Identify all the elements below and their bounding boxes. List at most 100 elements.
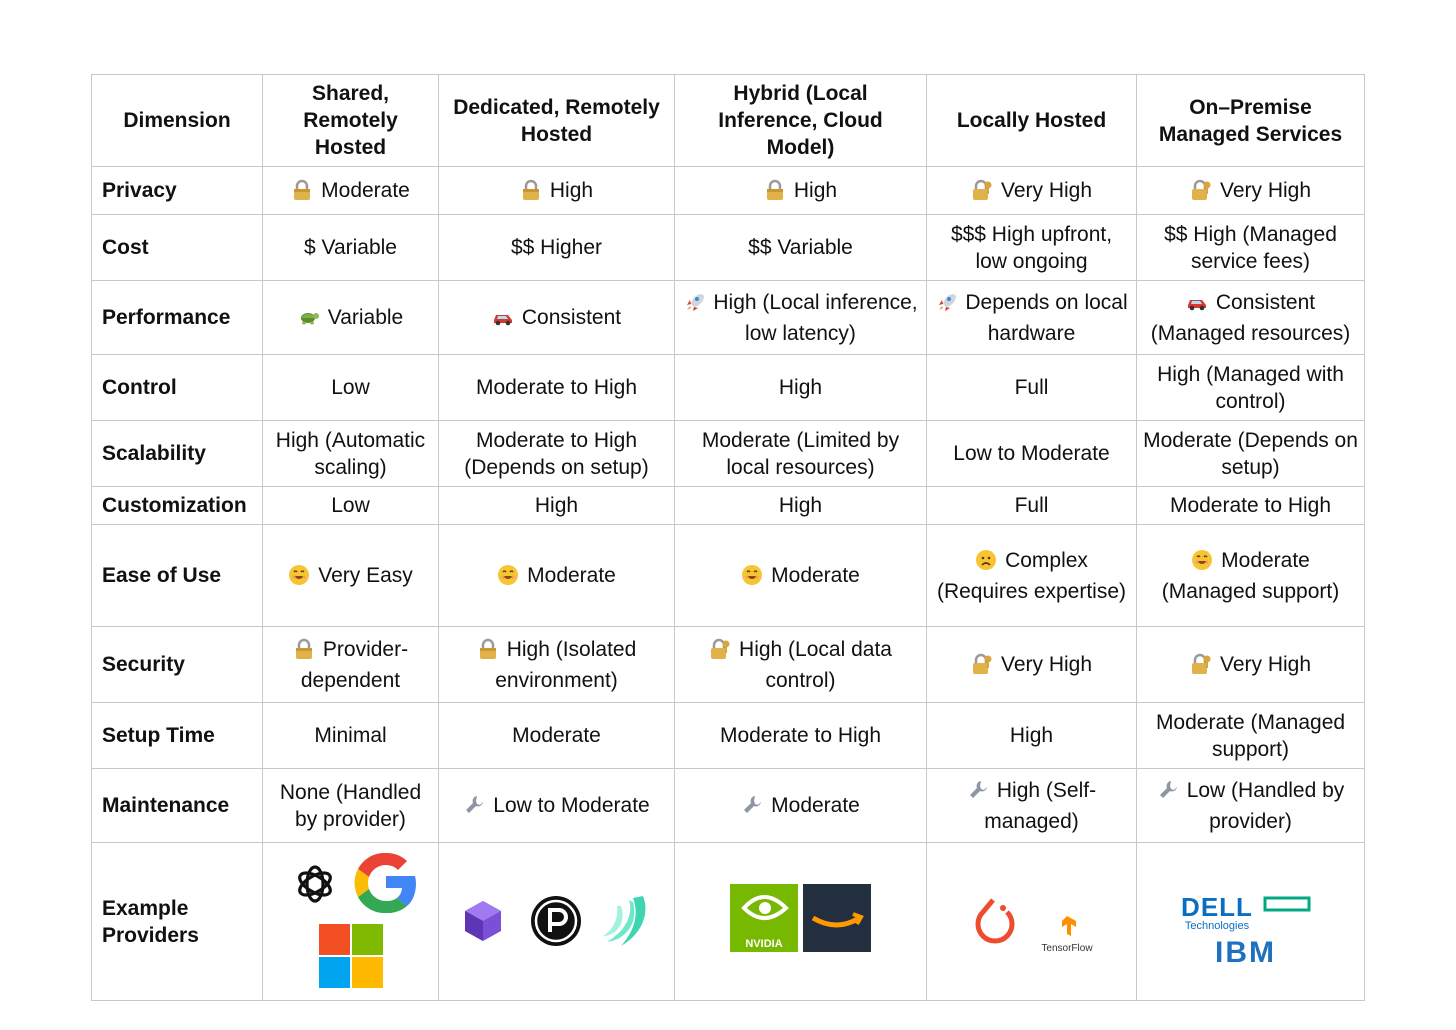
cell-text: Moderate	[771, 564, 860, 587]
dimension-label: Privacy	[91, 166, 263, 215]
logo-group: DELL Technologies IBM	[1137, 844, 1364, 1000]
lock-with-key-icon	[709, 638, 731, 660]
table-cell: Variable	[262, 280, 439, 355]
google-logo	[354, 852, 416, 913]
rocket-icon	[683, 291, 705, 313]
cell-text: High (Isolated environment)	[495, 637, 637, 692]
table-cell: $ Variable	[262, 214, 439, 281]
table-cell: Provider-dependent	[262, 626, 439, 703]
cell-text: High (Local inference, low latency)	[713, 290, 918, 345]
cell-text: Consistent (Managed resources)	[1150, 290, 1351, 345]
dimension-label: Example Providers	[91, 842, 263, 1001]
tensorflow-wordmark: TensorFlow	[1041, 942, 1093, 954]
table-cell: High (Managed with control)	[1136, 354, 1365, 421]
openai-logo	[298, 864, 332, 903]
cell-text: Consistent	[521, 306, 622, 329]
table-cell: Moderate	[438, 702, 675, 769]
dimension-label: Performance	[91, 280, 263, 355]
table-row: Performance Variable Consistent High (Local…	[91, 280, 1365, 355]
providers-cell	[438, 842, 675, 1001]
logo-group: NVIDIA	[675, 844, 926, 1000]
dell-logo-box: DELL Technologies	[1177, 894, 1257, 932]
cell-text: High	[549, 179, 594, 202]
cell-text: Variable	[327, 306, 404, 329]
table-cell: $$$ High upfront, low ongoing	[926, 214, 1137, 281]
lock-icon	[764, 179, 786, 201]
table-cell: Moderate	[438, 524, 675, 627]
cell-text: Moderate to High	[719, 724, 882, 747]
providers-cell: NVIDIA	[674, 842, 927, 1001]
table-cell: Moderate (Limited by local resources)	[674, 420, 927, 487]
table-cell: Low to Moderate	[926, 420, 1137, 487]
cell-text: Very High	[1219, 179, 1312, 202]
ibm-wordmark: IBM	[1215, 935, 1276, 969]
wrench-icon	[1157, 779, 1179, 801]
cell-text: Low to Moderate	[493, 794, 650, 817]
table-row: Customization Low High High Full Moderate to …	[91, 486, 1365, 525]
table-cell: High (Automatic scaling)	[262, 420, 439, 487]
table-cell: High (Local inference, low latency)	[674, 280, 927, 355]
table-row: Maintenance None (Handled by provider) Low…	[91, 768, 1365, 843]
wrench-icon	[463, 794, 485, 816]
cell-text: $$ Higher	[510, 236, 603, 259]
header-cell: Dedicated, Remotely Hosted	[438, 74, 675, 167]
lock-with-key-icon	[971, 653, 993, 675]
table-cell: $$ High (Managed service fees)	[1136, 214, 1365, 281]
table-cell: High	[674, 486, 927, 525]
logo-group	[439, 844, 674, 1000]
cell-text: Moderate	[321, 179, 410, 202]
table-cell: Low	[262, 486, 439, 525]
table-cell: Very High	[926, 166, 1137, 215]
table-cell: High (Isolated environment)	[438, 626, 675, 703]
table-cell: Consistent	[438, 280, 675, 355]
cell-text: Low	[331, 376, 370, 399]
comparison-table: Dimension Shared, Remotely Hosted Dedica…	[91, 74, 1365, 1001]
table-cell: Very High	[1136, 626, 1365, 703]
header-cell: On–Premise Managed Services	[1136, 74, 1365, 167]
lock-with-key-icon	[1190, 179, 1212, 201]
cell-text: High	[778, 494, 823, 517]
lock-icon	[291, 179, 313, 201]
table-cell: High (Local data control)	[674, 626, 927, 703]
worried-face-icon	[975, 549, 997, 571]
cube-logo	[465, 900, 501, 941]
table-row: Ease of Use Very Easy Moderate Moderate Comp…	[91, 524, 1365, 627]
pytorch-logo	[975, 897, 1015, 944]
table-cell: Moderate (Depends on setup)	[1136, 420, 1365, 487]
cell-text: Provider-dependent	[300, 637, 409, 692]
cell-text: High (Local data control)	[739, 637, 892, 692]
cell-text: Moderate	[527, 564, 616, 587]
lock-with-key-icon	[1190, 653, 1212, 675]
cell-text: Full	[1014, 494, 1049, 517]
table-cell: Full	[926, 354, 1137, 421]
table-row: Cost $ Variable $$ Higher $$ Variable $$$ Hi…	[91, 214, 1365, 281]
dimension-label: Maintenance	[91, 768, 263, 843]
cell-text: Low (Handled by provider)	[1186, 778, 1345, 833]
header-cell: Shared, Remotely Hosted	[262, 74, 439, 167]
cell-text: Very Easy	[318, 564, 413, 587]
table-cell: None (Handled by provider)	[262, 768, 439, 843]
dimension-label: Customization	[91, 486, 263, 525]
nvidia-logo-box: NVIDIA	[730, 883, 798, 952]
wrench-icon	[967, 779, 989, 801]
header-cell: Hybrid (Local Inference, Cloud Model)	[674, 74, 927, 167]
cell-text: Low to Moderate	[953, 442, 1110, 465]
table-cell: Low (Handled by provider)	[1136, 768, 1365, 843]
dimension-label: Security	[91, 626, 263, 703]
cell-text: None (Handled by provider)	[279, 780, 422, 831]
smile-icon	[288, 564, 310, 586]
table-cell: Moderate	[262, 166, 439, 215]
smile-icon	[741, 564, 763, 586]
cell-text: $$ High (Managed service fees)	[1164, 222, 1337, 273]
lock-icon	[293, 638, 315, 660]
cell-text: Moderate	[771, 794, 860, 817]
dimension-label: Setup Time	[91, 702, 263, 769]
header-row: Dimension Shared, Remotely Hosted Dedica…	[91, 74, 1365, 167]
table-cell: Very Easy	[262, 524, 439, 627]
table-cell: Very High	[1136, 166, 1365, 215]
cell-text: Low	[331, 494, 370, 517]
table-cell: Minimal	[262, 702, 439, 769]
table-row: Scalability High (Automatic scaling) Moder…	[91, 420, 1365, 487]
smile-icon	[1191, 549, 1213, 571]
cell-text: Moderate	[512, 724, 601, 747]
